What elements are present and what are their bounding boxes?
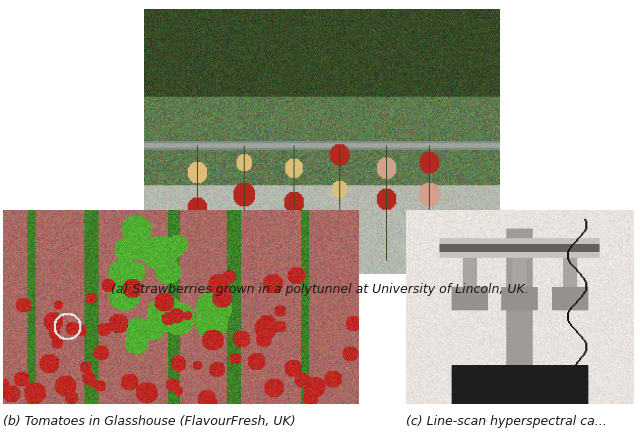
Text: (c) Line-scan hyperspectral ca...: (c) Line-scan hyperspectral ca... (406, 415, 607, 428)
Text: (a) Strawberries grown in a polytunnel at University of Lincoln, UK.: (a) Strawberries grown in a polytunnel a… (111, 283, 529, 296)
Text: (b) Tomatoes in Glasshouse (FlavourFresh, UK): (b) Tomatoes in Glasshouse (FlavourFresh… (3, 415, 296, 428)
